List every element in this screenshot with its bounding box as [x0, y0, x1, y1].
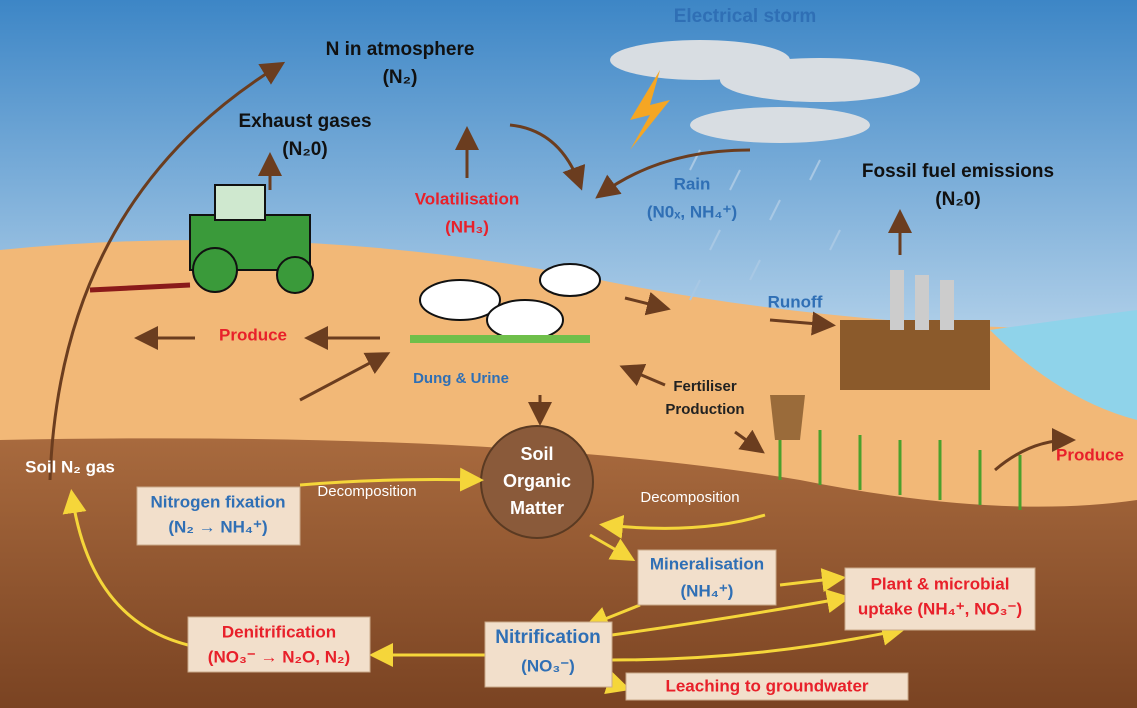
label: (N₂) — [383, 67, 418, 88]
label: (NO₃⁻) — [521, 656, 575, 675]
label: Fossil fuel emissions — [862, 161, 1054, 182]
label: (N0ₓ, NH₄⁺) — [647, 202, 737, 221]
label: Decomposition — [640, 489, 739, 506]
label: Plant & microbial — [871, 574, 1010, 593]
tractor — [89, 184, 314, 294]
label: uptake (NH₄⁺, NO₃⁻) — [858, 599, 1022, 618]
label: Rain — [674, 174, 711, 193]
clouds — [610, 40, 920, 143]
label: (NO₃⁻ → N₂O, N₂) — [208, 647, 350, 666]
label: Decomposition — [317, 483, 416, 500]
label: Volatilisation — [415, 189, 520, 208]
label: Electrical storm — [674, 6, 817, 27]
label: Matter — [510, 498, 564, 518]
lightning — [630, 70, 670, 150]
label: Nitrogen fixation — [150, 492, 285, 511]
crops — [778, 430, 1022, 510]
factory — [840, 270, 990, 390]
boxes — [136, 486, 1036, 701]
yellow-arrows — [62, 467, 906, 694]
fertiliser-bag — [770, 395, 805, 440]
label: N in atmosphere — [326, 39, 475, 60]
label: Produce — [1056, 445, 1124, 464]
label: (NH₃) — [445, 217, 489, 236]
label: Soil — [520, 444, 553, 464]
label: Soil N₂ gas — [25, 457, 115, 476]
label: Nitrification — [495, 627, 601, 648]
label: Runoff — [768, 292, 823, 311]
label: Dung & Urine — [413, 370, 509, 387]
label: (N₂0) — [282, 139, 327, 160]
sea — [990, 310, 1137, 420]
label: Denitrification — [222, 622, 336, 641]
label: (N₂0) — [935, 189, 980, 210]
cows — [410, 263, 601, 343]
label: Leaching to groundwater — [665, 676, 868, 695]
label: Production — [665, 401, 744, 418]
label: (NH₄⁺) — [681, 581, 734, 600]
label: Fertiliser — [673, 378, 737, 395]
label: Produce — [219, 325, 287, 344]
brown-arrows — [48, 61, 1076, 481]
label: Mineralisation — [650, 554, 764, 573]
label: (N₂ → NH₄⁺) — [168, 517, 267, 536]
label: Organic — [503, 471, 571, 491]
label: Exhaust gases — [238, 111, 371, 132]
